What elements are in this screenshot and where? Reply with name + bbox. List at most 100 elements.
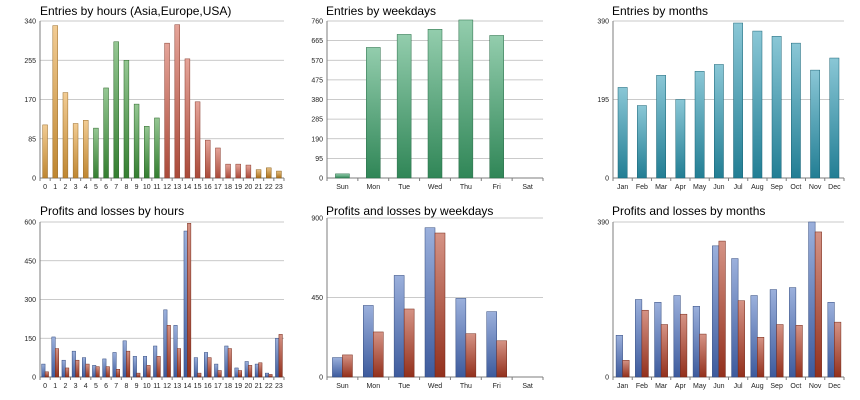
x-tick-label: Sep [770,383,783,390]
x-tick-label: 22 [265,184,273,191]
bar [396,34,412,179]
bar-series-0 [363,305,374,378]
bar-series-1 [268,374,273,378]
y-tick-label: 0 [319,176,323,183]
x-tick-label: 6 [104,184,108,191]
bar-series-0 [455,298,467,378]
bar-series-0 [163,309,168,378]
x-tick-label: 0 [43,383,47,390]
bar-series-1 [757,337,765,378]
x-tick-label: 5 [94,184,98,191]
x-tick-label: 15 [194,184,202,191]
bars [335,19,504,179]
bar-series-1 [496,340,507,378]
bar-series-1 [126,350,131,378]
bar-series-1 [737,300,745,378]
bar [62,92,69,179]
bar [694,71,705,179]
bar-series-1 [278,334,283,378]
bar-series-0 [654,302,662,378]
bar [144,126,150,179]
chart-profits-losses-by-months: Profits and losses by months 0 390 Jan Feb M… [572,200,860,400]
bar-series-1 [177,348,181,378]
x-tick-labels: 0 1 2 3 4 5 6 7 8 9 10 11 12 13 14 15 16 17 18 19 20 21 22 23 [39,178,285,191]
x-tick-label: Sep [770,184,783,191]
y-tick-labels: 0 195 390 [597,19,609,183]
bar-series-0 [615,335,623,378]
y-tick-label: 0 [605,176,609,183]
chart-entries-by-months: Entries by months 0 195 390 Jan Feb Mar Apr May… [572,0,860,200]
y-tick-label: 390 [597,220,609,227]
bar-series-0 [41,363,46,378]
bar [123,60,130,179]
x-tick-label: Oct [790,184,801,191]
x-tick-label: 7 [114,184,118,191]
bar-series-1 [795,325,803,378]
bar-series-1 [95,366,100,378]
bar [656,75,666,179]
y-tick-label: 475 [311,77,323,84]
bars [41,223,283,378]
bar [675,99,686,179]
x-tick-label: 20 [245,383,253,390]
bar [427,29,443,179]
bar-series-1 [227,348,232,378]
bar [791,42,801,179]
bar-series-0 [132,356,137,378]
x-tick-labels: Sun Mon Tue Wed Thu Fri Sat [326,178,544,191]
y-tick-label: 0 [32,375,36,382]
bar [72,123,79,179]
chart-svg: Profits and losses by months 0 390 Jan Feb M… [597,204,845,390]
bar-series-0 [153,345,158,378]
x-tick-label: 0 [43,184,47,191]
y-tick-label: 0 [605,375,609,382]
bar-series-1 [342,354,353,378]
x-tick-label: 16 [204,184,212,191]
bar-series-1 [44,371,49,378]
x-tick-label: Apr [675,184,687,191]
x-tick-label: 17 [214,383,222,390]
x-tick-label: Dec [828,184,841,191]
x-tick-labels: Jan Feb Mar Apr May Jun Jul Aug Sep Oct Nov Dec [612,377,845,390]
chart-svg: Entries by weekdays 0 95 190 285 380 475 570 66… [311,4,544,191]
bar-series-0 [234,367,239,378]
x-tick-label: 21 [255,184,263,191]
chart-svg: Entries by months 0 195 390 Jan Feb Mar Apr May… [597,4,845,191]
y-tick-labels: 0 85 170 255 340 [24,19,36,183]
x-tick-label: Jun [713,184,724,191]
y-tick-label: 900 [311,216,323,223]
x-tick-label: 9 [135,383,139,390]
bar-series-0 [486,311,497,378]
x-tick-label: Oct [790,383,801,390]
bar-series-0 [143,356,148,378]
y-tick-label: 0 [319,375,323,382]
bars [617,22,840,179]
x-tick-label: Jul [734,383,743,390]
bar [93,127,99,179]
y-tick-label: 665 [311,38,323,45]
y-tick-label: 95 [315,156,323,163]
x-tick-label: 2 [63,383,67,390]
grid-lines [40,221,284,378]
x-tick-label: 6 [104,383,108,390]
bar-series-0 [112,352,117,378]
chart-svg: Entries by hours (Asia,Europe,USA) 08517… [24,4,285,191]
bar-series-1 [248,365,253,378]
bar-series-1 [166,325,171,378]
bar [133,103,140,179]
x-tick-label: Jun [713,383,724,390]
bar-series-1 [373,331,384,378]
x-tick-label: Wed [428,184,442,191]
bar [771,36,782,179]
x-tick-label: 10 [143,383,151,390]
y-tick-labels: 0 95 190 285 380 475 570 665 760 [311,19,323,183]
y-tick-label: 600 [24,220,36,227]
bar-series-0 [692,306,700,378]
y-tick-label: 570 [311,58,323,65]
bar-series-0 [424,227,436,378]
x-tick-label: Sun [336,383,349,390]
bar-series-0 [332,357,343,378]
x-tick-label: Jul [734,184,743,191]
x-tick-label: Nov [809,383,822,390]
